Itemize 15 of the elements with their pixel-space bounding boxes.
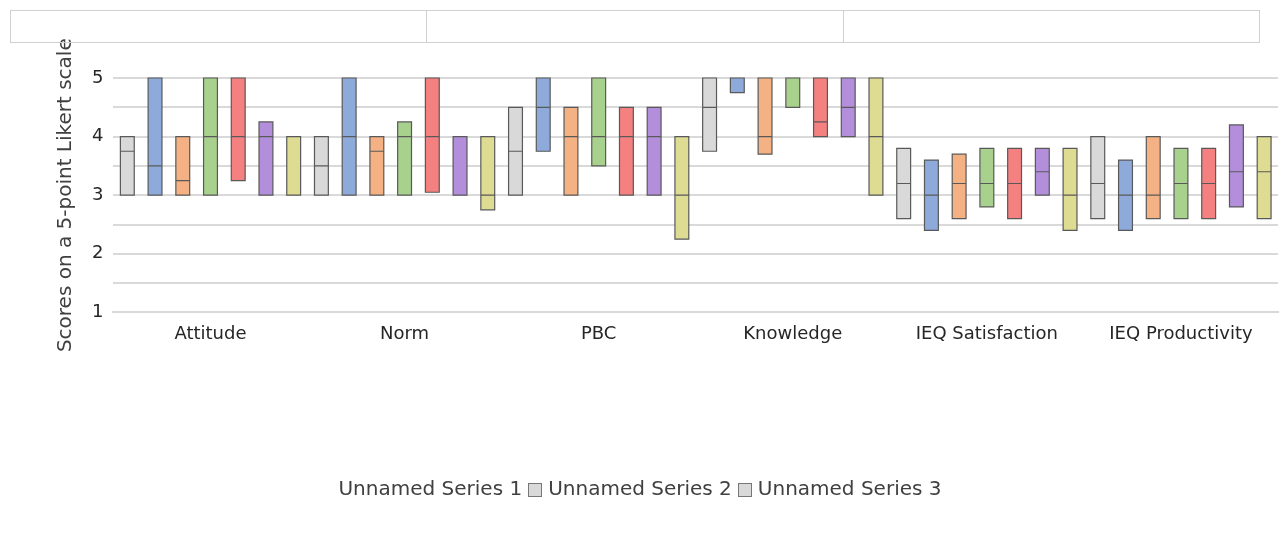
y-tick-label: 2 bbox=[92, 241, 104, 263]
y-tick-label: 5 bbox=[92, 65, 104, 87]
x-tick-label: Attitude bbox=[174, 321, 247, 343]
x-tick-label: Norm bbox=[380, 321, 430, 343]
x-tick-label: Knowledge bbox=[743, 321, 843, 343]
x-tick-label: IEQ Satisfaction bbox=[915, 321, 1058, 343]
y-tick-label: 3 bbox=[92, 182, 104, 204]
y-tick-label: 4 bbox=[92, 124, 104, 146]
x-tick-label: IEQ Productivity bbox=[1109, 321, 1253, 343]
text: Unnamed Series 2 bbox=[548, 476, 732, 500]
y-tick-label: 1 bbox=[92, 300, 104, 322]
y-axis-title: Scores on a 5-point Likert scale bbox=[52, 38, 77, 353]
text: Unnamed Series 3 bbox=[757, 476, 942, 500]
x-tick-label: PBC bbox=[580, 321, 617, 343]
text: Unnamed Series 1 bbox=[338, 476, 523, 500]
